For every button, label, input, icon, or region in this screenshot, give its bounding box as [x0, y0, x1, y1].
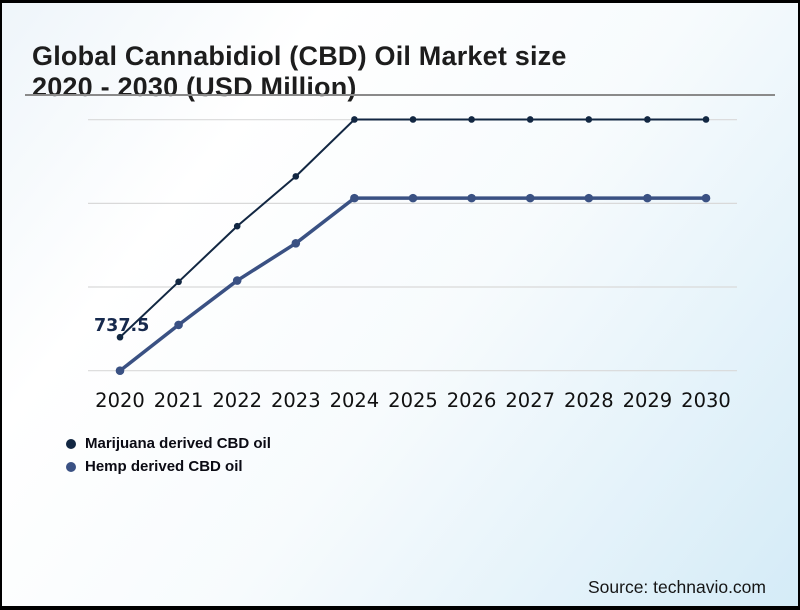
legend-marker-marijuana-icon [66, 438, 76, 449]
x-axis-label: 2025 [388, 389, 438, 412]
page-title-line2: 2020 - 2030 (USD Million) [32, 72, 357, 103]
legend-marker-hemp-icon [66, 461, 76, 472]
market-line-chart: 2020 2021 2022 2023 2024 2025 2026 2027 2028 2029… [88, 116, 737, 412]
data-point-hemp-derived-cbd-oil [643, 193, 652, 203]
legend-label-marijuana: Marijuana derived CBD oil [85, 435, 271, 452]
data-point-hemp-derived-cbd-oil [701, 193, 711, 203]
page-title-line1: Global Cannabidiol (CBD) Oil Market size [32, 41, 567, 72]
legend-label-hemp: Hemp derived CBD oil [85, 458, 243, 475]
data-point-marijuana-derived-cbd-oil [585, 116, 593, 123]
border-frame-right [798, 0, 800, 610]
page-title: Global Cannabidiol (CBD) Oil Market size… [32, 41, 732, 103]
x-axis-label: 2028 [564, 389, 614, 412]
point-value-label: 737.5 [94, 316, 149, 336]
data-point-marijuana-derived-cbd-oil [175, 278, 182, 286]
data-point-hemp-derived-cbd-oil [232, 276, 242, 285]
x-axis-label: 2027 [505, 389, 555, 412]
series-line-hemp-derived-cbd-oil [118, 196, 706, 373]
data-point-hemp-derived-cbd-oil [408, 193, 418, 203]
data-point-marijuana-derived-cbd-oil [409, 116, 417, 123]
data-point-hemp-derived-cbd-oil [115, 366, 125, 376]
data-point-marijuana-derived-cbd-oil [292, 173, 300, 180]
x-axis-label: 2021 [154, 389, 204, 412]
data-point-marijuana-derived-cbd-oil [526, 116, 534, 123]
data-point-marijuana-derived-cbd-oil [351, 116, 358, 123]
x-axis-label: 2026 [447, 389, 497, 412]
x-axis-label: 2023 [271, 389, 321, 412]
x-axis-label: 2030 [681, 389, 731, 412]
x-axis-label: 2020 [95, 389, 145, 412]
data-point-hemp-derived-cbd-oil [174, 320, 183, 330]
x-axis-label: 2024 [330, 389, 380, 412]
data-point-marijuana-derived-cbd-oil [116, 333, 124, 341]
data-point-marijuana-derived-cbd-oil [644, 116, 651, 123]
legend-item-hemp: Hemp derived CBD oil [66, 458, 271, 475]
data-point-marijuana-derived-cbd-oil [233, 222, 241, 230]
data-point-hemp-derived-cbd-oil [525, 193, 535, 203]
legend-item-marijuana: Marijuana derived CBD oil [66, 435, 271, 452]
data-point-hemp-derived-cbd-oil [467, 193, 476, 203]
x-axis-label: 2029 [623, 389, 673, 412]
data-point-hemp-derived-cbd-oil [350, 193, 359, 203]
x-axis-label: 2022 [212, 389, 262, 412]
data-point-marijuana-derived-cbd-oil [702, 116, 710, 123]
chart-legend: Marijuana derived CBD oil Hemp derived C… [66, 435, 271, 475]
border-frame-top [0, 0, 800, 3]
data-point-hemp-derived-cbd-oil [291, 239, 301, 248]
border-frame-bottom [0, 606, 800, 610]
data-point-hemp-derived-cbd-oil [584, 193, 594, 203]
data-point-marijuana-derived-cbd-oil [468, 116, 475, 123]
border-frame-left [0, 0, 2, 610]
source-attribution: Source: technavio.com [587, 577, 766, 597]
title-divider [25, 94, 775, 96]
